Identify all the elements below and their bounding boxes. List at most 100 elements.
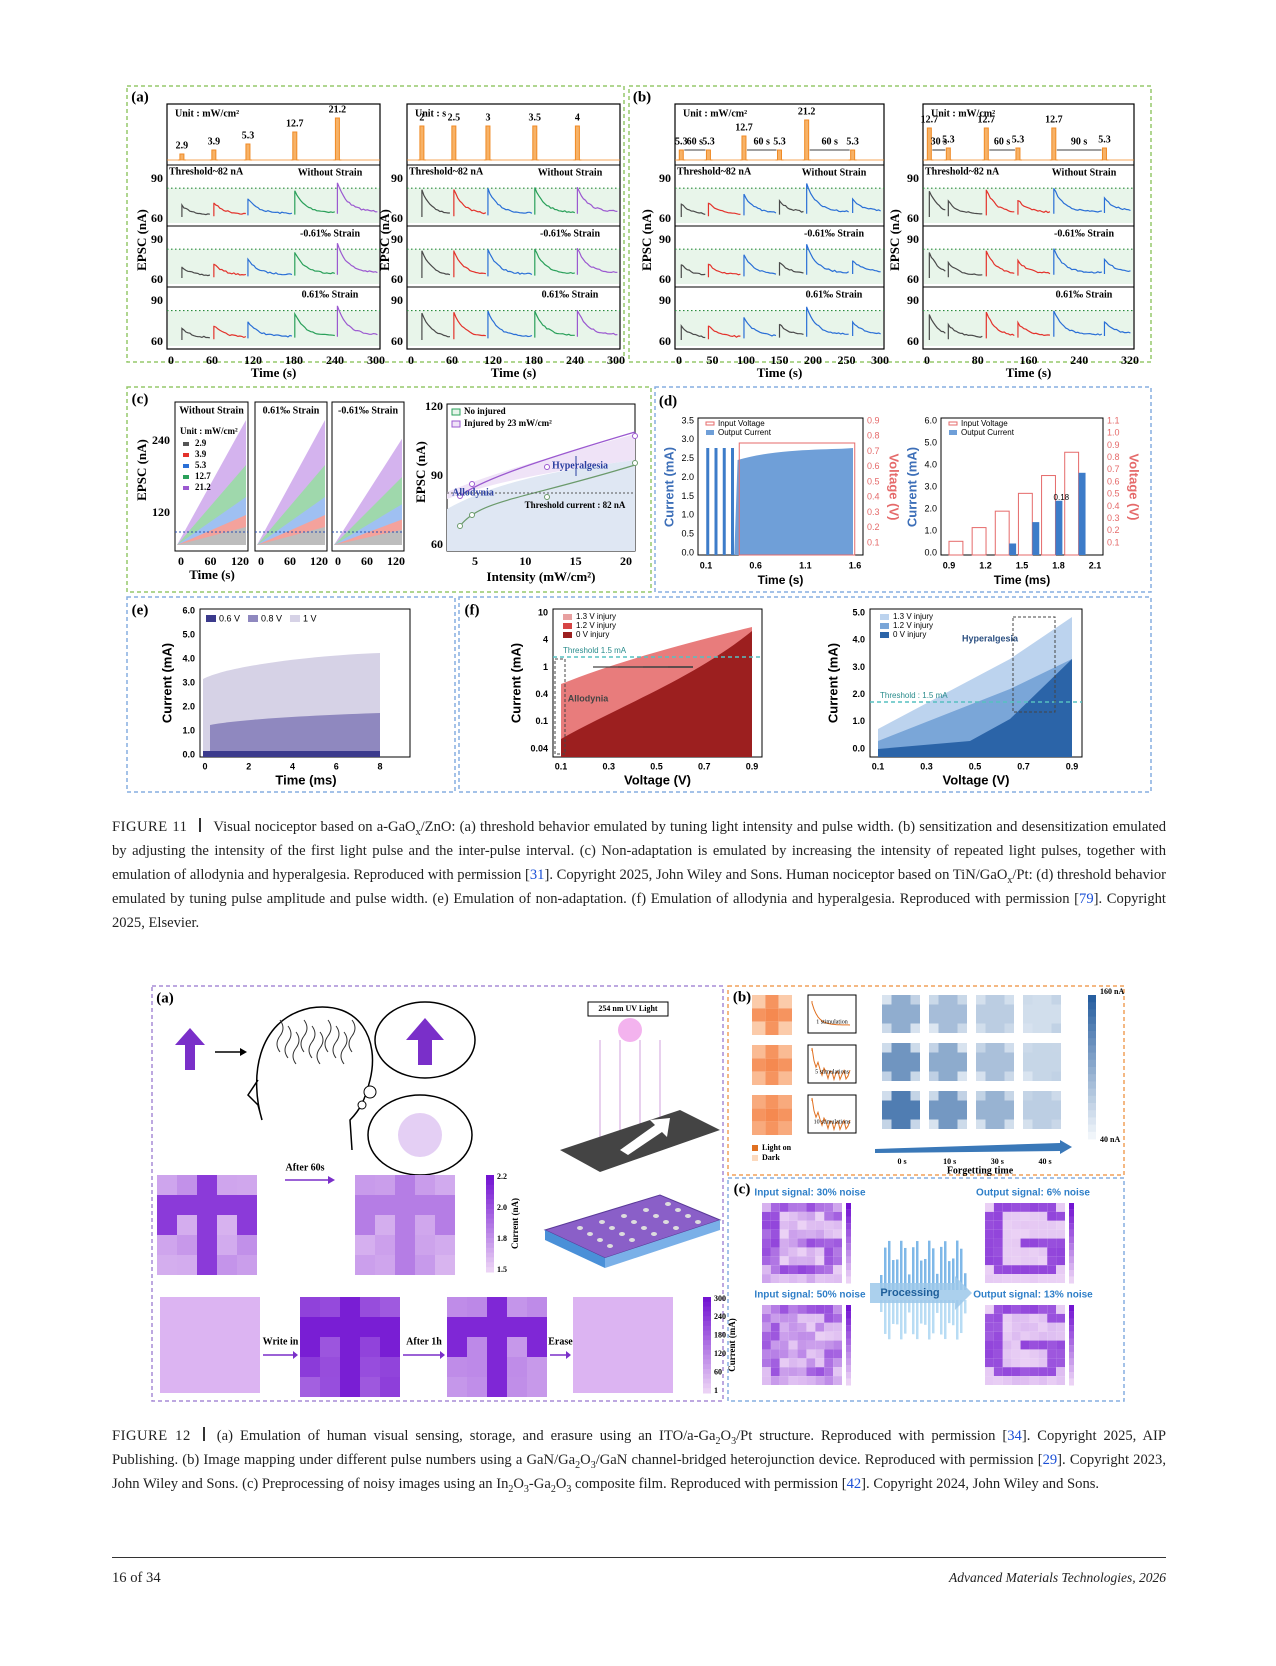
heatmap-cell xyxy=(507,1337,527,1357)
heatmap-cell xyxy=(891,1091,901,1101)
highlight xyxy=(554,658,566,755)
heatmap-cell xyxy=(824,1247,834,1257)
heatmap-cell xyxy=(833,1358,842,1368)
heatmap-cell xyxy=(788,1376,798,1385)
heatmap-cell xyxy=(815,1238,825,1248)
heatmap-cell xyxy=(1023,1119,1033,1129)
heatmap-cell xyxy=(487,1317,507,1337)
tick-label: 0 xyxy=(335,554,341,568)
reference-link[interactable]: 29 xyxy=(1042,1452,1058,1468)
reference-link[interactable]: 79 xyxy=(1079,891,1094,907)
colorbar-step xyxy=(846,1276,851,1284)
heatmap-cell xyxy=(815,1203,825,1212)
heatmap-cell xyxy=(929,1004,939,1014)
heatmap-cell xyxy=(487,1337,507,1357)
heatmap-cell xyxy=(779,1247,789,1257)
heatmap-cell xyxy=(797,1305,807,1314)
heatmap-cell xyxy=(985,1211,994,1221)
heatmap-cell xyxy=(778,1021,792,1035)
trace xyxy=(576,248,618,275)
trace xyxy=(806,306,849,337)
colorbar-step xyxy=(703,1335,711,1341)
tick-label: 0.5 xyxy=(1107,489,1120,499)
heatmap-cell xyxy=(910,1119,920,1129)
heatmap-cell xyxy=(797,1220,807,1230)
heatmap-cell xyxy=(985,1238,994,1248)
heatmap-cell xyxy=(1042,1100,1052,1110)
colorbar-step xyxy=(846,1229,851,1237)
signal-bar xyxy=(932,1248,935,1290)
device-side xyxy=(605,1220,720,1268)
figure-text: 5 stimulations xyxy=(815,1069,850,1075)
reference-link[interactable]: 34 xyxy=(1007,1428,1022,1444)
tick-label: 10 xyxy=(538,607,548,617)
heatmap-cell xyxy=(770,1274,780,1283)
heatmap-cell xyxy=(1056,1322,1065,1332)
electrode xyxy=(629,1238,635,1242)
tick-label: 60 xyxy=(659,211,671,225)
heatmap-cell xyxy=(1047,1313,1057,1323)
heatmap-cell xyxy=(1051,1071,1061,1081)
colorbar-step xyxy=(846,1256,851,1264)
heatmap-cell xyxy=(976,1014,986,1024)
heatmap-cell xyxy=(1023,1100,1033,1110)
heatmap-cell xyxy=(788,1203,798,1212)
colorbar-step xyxy=(703,1297,711,1303)
caption-text: O xyxy=(513,1476,524,1492)
figure-text: 2.9 xyxy=(195,438,207,448)
heatmap-cell xyxy=(1042,1043,1052,1053)
tick-label: 0.0 xyxy=(681,547,694,557)
signal-bar xyxy=(888,1300,891,1340)
heatmap-cell xyxy=(797,1256,807,1266)
reference-link[interactable]: 42 xyxy=(846,1476,862,1492)
heatmap-cell xyxy=(938,1091,948,1101)
tick-label: 1.5 xyxy=(497,1265,507,1274)
heatmap-cell xyxy=(976,995,986,1005)
heatmap-cell xyxy=(815,1265,825,1275)
trace xyxy=(487,249,533,277)
electrode xyxy=(653,1214,659,1218)
trace xyxy=(680,264,706,278)
tick-label: 6 xyxy=(334,761,339,771)
pulse-bar xyxy=(731,448,734,555)
legend-swatch xyxy=(183,464,189,468)
heatmap-cell xyxy=(1029,1340,1039,1350)
heatmap-cell xyxy=(815,1331,825,1341)
figure-label: FIGURE 12 xyxy=(112,1428,191,1444)
reference-link[interactable]: 31 xyxy=(529,867,545,883)
heatmap-cell xyxy=(1029,1229,1039,1239)
heatmap-cell xyxy=(797,1331,807,1341)
fan xyxy=(334,529,402,545)
signal-bar xyxy=(960,1300,963,1334)
heatmap-cell xyxy=(797,1313,807,1323)
tick-label: 0 xyxy=(408,353,414,367)
heatmap-cell xyxy=(985,1023,995,1033)
legend-swatch xyxy=(451,408,461,416)
trace xyxy=(806,183,849,214)
colorbar-step xyxy=(1069,1236,1074,1244)
heatmap-cell xyxy=(976,1023,986,1033)
caption-text: O xyxy=(580,1452,591,1468)
colorbar-step xyxy=(703,1321,711,1327)
heatmap-cell xyxy=(355,1215,375,1235)
tick-label: 0.6 xyxy=(749,560,762,570)
heatmap-cell xyxy=(1004,1014,1014,1024)
figure-text: 0.8 V xyxy=(261,613,282,623)
heatmap-cell xyxy=(824,1313,834,1323)
colorbar-step xyxy=(1069,1203,1074,1210)
area xyxy=(210,713,380,757)
figure-text: Input signal: 50% noise xyxy=(754,1290,866,1301)
heatmap-cell xyxy=(1032,1071,1042,1081)
heatmap-cell xyxy=(815,1340,825,1350)
heatmap-cell xyxy=(833,1229,842,1239)
heatmap-cell xyxy=(762,1211,771,1221)
colorbar-step xyxy=(1069,1305,1074,1312)
panel-label: (a) xyxy=(131,89,149,105)
figure-text: Output Current xyxy=(961,428,1015,437)
tick-label: 300 xyxy=(871,353,889,367)
trace xyxy=(294,311,335,338)
heatmap-cell xyxy=(929,1023,939,1033)
heatmap-cell xyxy=(217,1235,237,1255)
heatmap-cell xyxy=(985,1110,995,1120)
heatmap-cell xyxy=(985,1091,995,1101)
